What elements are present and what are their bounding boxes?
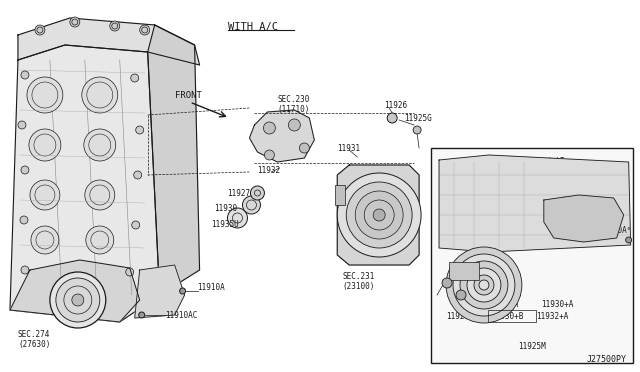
- Text: (11710): (11710): [277, 105, 310, 114]
- Circle shape: [467, 268, 501, 302]
- Circle shape: [413, 126, 421, 134]
- Polygon shape: [10, 260, 140, 322]
- Circle shape: [82, 77, 118, 113]
- Text: SEC.231: SEC.231: [342, 272, 374, 281]
- Bar: [335, 185, 345, 205]
- Circle shape: [442, 278, 452, 288]
- Text: 11930: 11930: [214, 203, 237, 212]
- Circle shape: [456, 290, 466, 300]
- Circle shape: [453, 254, 515, 316]
- Bar: [488, 310, 536, 322]
- Circle shape: [84, 129, 116, 161]
- Polygon shape: [337, 165, 419, 265]
- Circle shape: [20, 216, 28, 224]
- Text: SEC.274: SEC.274: [18, 330, 51, 339]
- Text: WITHOUT A/C: WITHOUT A/C: [500, 157, 564, 167]
- Circle shape: [460, 261, 508, 309]
- Polygon shape: [439, 155, 630, 252]
- Circle shape: [626, 237, 632, 243]
- Text: 11926: 11926: [384, 100, 407, 109]
- Circle shape: [139, 312, 145, 318]
- Circle shape: [243, 196, 260, 214]
- Text: 11930+B: 11930+B: [491, 312, 524, 321]
- Circle shape: [35, 25, 45, 35]
- Circle shape: [131, 74, 139, 82]
- Text: 11932: 11932: [257, 166, 280, 174]
- Circle shape: [27, 77, 63, 113]
- Text: 11910A: 11910A: [198, 283, 225, 292]
- Circle shape: [289, 119, 300, 131]
- Text: 11935M: 11935M: [562, 196, 589, 205]
- Text: 11930+A: 11930+A: [541, 300, 573, 309]
- Circle shape: [387, 113, 397, 123]
- Circle shape: [29, 129, 61, 161]
- Polygon shape: [134, 265, 184, 318]
- Circle shape: [21, 266, 29, 274]
- Circle shape: [136, 126, 144, 134]
- Text: J27500PY: J27500PY: [587, 355, 627, 364]
- Circle shape: [250, 186, 264, 200]
- Circle shape: [70, 17, 80, 27]
- Text: (23100): (23100): [342, 282, 374, 291]
- Circle shape: [56, 278, 100, 322]
- Circle shape: [474, 275, 494, 295]
- Circle shape: [446, 247, 522, 323]
- Circle shape: [85, 180, 115, 210]
- Polygon shape: [544, 195, 623, 242]
- Polygon shape: [18, 18, 200, 65]
- Circle shape: [373, 209, 385, 221]
- Circle shape: [337, 173, 421, 257]
- Polygon shape: [250, 110, 314, 162]
- Circle shape: [264, 122, 275, 134]
- Circle shape: [346, 182, 412, 248]
- Text: 11935U: 11935U: [212, 219, 239, 228]
- Circle shape: [21, 71, 29, 79]
- Circle shape: [125, 268, 134, 276]
- Circle shape: [30, 180, 60, 210]
- Text: 11910Aᴰ: 11910Aᴰ: [598, 225, 631, 234]
- Text: 11932+A: 11932+A: [536, 312, 568, 321]
- Text: 11927+A: 11927+A: [486, 300, 518, 309]
- Circle shape: [86, 226, 114, 254]
- Circle shape: [180, 288, 186, 294]
- Text: 11925G: 11925G: [404, 113, 432, 122]
- Text: (27630): (27630): [18, 340, 51, 349]
- Circle shape: [50, 272, 106, 328]
- Text: 11926+A: 11926+A: [446, 312, 479, 321]
- Circle shape: [227, 208, 248, 228]
- Text: 11910AC: 11910AC: [164, 311, 197, 320]
- Text: 11931: 11931: [337, 144, 360, 153]
- Bar: [431, 148, 632, 363]
- Polygon shape: [148, 25, 200, 295]
- Circle shape: [479, 280, 489, 290]
- Circle shape: [132, 221, 140, 229]
- Text: WITH A/C: WITH A/C: [227, 22, 278, 32]
- Text: 11925M: 11925M: [518, 342, 546, 351]
- Text: SEC.230: SEC.230: [277, 95, 310, 104]
- Polygon shape: [10, 45, 159, 322]
- Circle shape: [31, 226, 59, 254]
- Circle shape: [72, 294, 84, 306]
- Circle shape: [300, 143, 309, 153]
- Bar: [449, 262, 479, 280]
- Circle shape: [21, 166, 29, 174]
- Circle shape: [264, 150, 275, 160]
- Circle shape: [18, 121, 26, 129]
- Text: 11927: 11927: [227, 189, 251, 198]
- Circle shape: [355, 191, 403, 239]
- Text: FRONT: FRONT: [175, 90, 202, 99]
- Circle shape: [134, 171, 141, 179]
- Circle shape: [140, 25, 150, 35]
- Circle shape: [110, 21, 120, 31]
